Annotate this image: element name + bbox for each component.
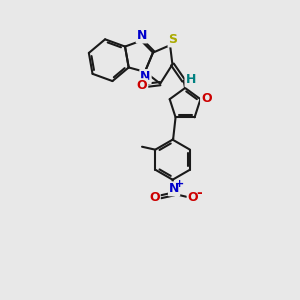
Text: +: + — [175, 179, 184, 189]
Text: N: N — [136, 29, 147, 43]
Text: O: O — [201, 92, 212, 105]
Text: H: H — [185, 73, 196, 86]
Text: O: O — [149, 191, 160, 204]
Text: N: N — [140, 70, 151, 83]
Text: O: O — [136, 79, 147, 92]
Text: S: S — [169, 33, 178, 46]
Text: -: - — [196, 186, 202, 200]
Text: O: O — [188, 191, 198, 204]
Text: N: N — [169, 182, 179, 195]
